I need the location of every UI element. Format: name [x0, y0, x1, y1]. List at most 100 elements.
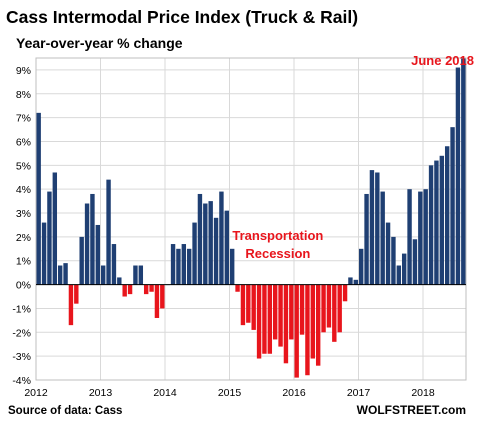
x-tick-label: 2015 [218, 387, 242, 399]
bar [197, 193, 203, 285]
y-tick-label: -3% [12, 351, 31, 363]
bar [100, 265, 106, 285]
bar [138, 265, 144, 285]
bar [170, 244, 176, 285]
bar [283, 284, 289, 364]
y-tick-label: 7% [16, 113, 31, 125]
bar [407, 189, 412, 285]
bar [321, 284, 326, 333]
bar [251, 284, 256, 330]
grid [35, 58, 466, 381]
bar [208, 201, 213, 285]
bar [434, 160, 439, 285]
bar [444, 146, 450, 285]
bar [246, 284, 251, 323]
x-tick-label: 2017 [347, 387, 371, 399]
bar [305, 284, 310, 376]
bar [396, 265, 402, 285]
x-tick-label: 2018 [411, 387, 435, 399]
bar [289, 284, 294, 340]
bar [267, 284, 273, 354]
bar [423, 189, 428, 285]
y-tick-label: -2% [12, 327, 31, 339]
bar [122, 284, 127, 297]
bar [149, 284, 154, 292]
chart-subtitle: Year-over-year % change [16, 35, 183, 51]
source-note: Source of data: Cass [8, 405, 122, 417]
annotation-label: June 2018 [411, 53, 474, 68]
y-tick-label: 4% [16, 184, 31, 196]
bar [380, 191, 385, 285]
bar [278, 284, 283, 347]
bar [375, 172, 380, 285]
x-tick-label: 2013 [89, 387, 113, 399]
bar [391, 236, 396, 285]
y-tick-label: -1% [12, 303, 31, 315]
bar [418, 191, 423, 285]
bar [52, 172, 58, 285]
y-tick-label: 2% [16, 232, 31, 244]
bar [272, 284, 278, 340]
bar [117, 277, 122, 285]
bar [332, 284, 337, 342]
bar [229, 248, 235, 285]
bar [461, 58, 466, 285]
chart-title: Cass Intermodal Price Index (Truck & Rai… [6, 7, 358, 27]
bar [358, 248, 364, 285]
bar [143, 284, 149, 295]
bar [294, 284, 299, 378]
y-tick-label: -4% [12, 375, 31, 387]
bar [68, 284, 74, 326]
x-tick-label: 2012 [24, 387, 48, 399]
y-tick-label: 0% [16, 280, 31, 292]
annotation-label: Transportation [232, 228, 323, 243]
bar [47, 191, 52, 285]
bar [256, 284, 262, 359]
bar [219, 191, 224, 285]
y-tick-label: 5% [16, 160, 31, 172]
bar [186, 248, 192, 285]
bar [224, 210, 230, 285]
bar [348, 277, 353, 285]
bar [342, 284, 348, 302]
bar [240, 284, 246, 326]
bar [299, 284, 305, 335]
bar [176, 248, 181, 285]
annotations: June 2018 Transportation Recession [232, 53, 474, 261]
y-tick-label: 9% [16, 65, 31, 77]
axes: -4% -3% -2% -1% 0% 1% 2% 3% 4% 5% 6% 7% 8% 9% 2012 2013… [12, 57, 467, 399]
bar [111, 244, 117, 285]
bar [428, 165, 434, 285]
bar [74, 284, 79, 304]
bar [326, 284, 332, 328]
bar [364, 193, 369, 285]
y-tick-label: 1% [16, 256, 31, 268]
x-tick-label: 2014 [153, 387, 177, 399]
bars [36, 58, 466, 378]
bar [385, 222, 391, 285]
bar [401, 253, 407, 285]
annotation-label: Recession [245, 246, 310, 261]
y-tick-label: 8% [16, 89, 31, 101]
bar [181, 244, 187, 285]
bar [127, 284, 133, 295]
bar [450, 127, 455, 285]
bar [203, 203, 208, 285]
bar [310, 284, 316, 359]
bar [192, 222, 197, 285]
bar [353, 279, 359, 285]
bar [213, 217, 219, 285]
y-tick-label: 6% [16, 136, 31, 148]
bar [41, 222, 47, 285]
bar [106, 179, 111, 285]
bar [412, 239, 418, 285]
bar [154, 284, 160, 318]
y-tick-label: 3% [16, 208, 31, 220]
bar [57, 265, 63, 285]
bar [63, 263, 68, 285]
bar [95, 224, 101, 285]
bar [160, 284, 165, 309]
bar [235, 284, 240, 292]
